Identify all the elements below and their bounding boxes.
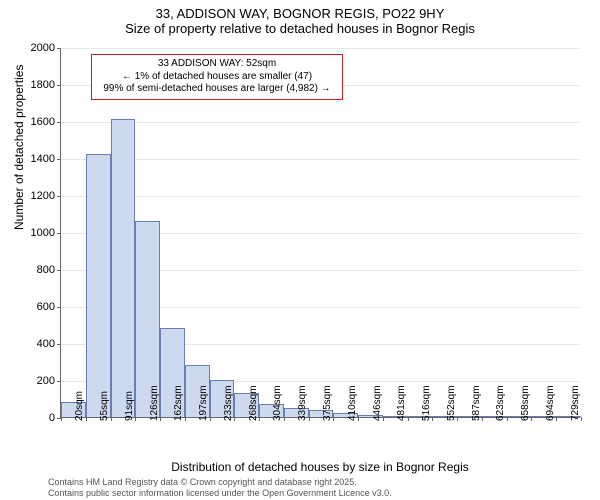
grid-line bbox=[61, 48, 580, 49]
ytick-label: 1400 bbox=[31, 153, 61, 165]
ytick-label: 1200 bbox=[31, 190, 61, 202]
xtick-label: 339sqm bbox=[297, 385, 308, 421]
xtick-label: 197sqm bbox=[198, 385, 209, 421]
xtick-label: 410sqm bbox=[347, 385, 358, 421]
xtick-mark bbox=[457, 417, 458, 421]
footer-line1: Contains HM Land Registry data © Crown c… bbox=[48, 477, 392, 487]
xtick-mark bbox=[358, 417, 359, 421]
xtick-mark bbox=[259, 417, 260, 421]
annotation-line3: 99% of semi-detached houses are larger (… bbox=[98, 83, 336, 96]
plot-area: 020040060080010001200140016001800200020s… bbox=[60, 48, 580, 418]
chart-container: 33, ADDISON WAY, BOGNOR REGIS, PO22 9HY … bbox=[0, 0, 600, 500]
xtick-label: 375sqm bbox=[322, 385, 333, 421]
footer-attribution: Contains HM Land Registry data © Crown c… bbox=[48, 477, 392, 498]
xtick-mark bbox=[507, 417, 508, 421]
ytick-label: 2000 bbox=[31, 42, 61, 54]
footer-line2: Contains public sector information licen… bbox=[48, 488, 392, 498]
xtick-mark bbox=[284, 417, 285, 421]
ytick-label: 600 bbox=[37, 301, 61, 313]
xtick-mark bbox=[531, 417, 532, 421]
xtick-mark bbox=[581, 417, 582, 421]
xtick-label: 55sqm bbox=[99, 391, 110, 421]
xtick-mark bbox=[111, 417, 112, 421]
xtick-mark bbox=[86, 417, 87, 421]
xtick-label: 552sqm bbox=[446, 385, 457, 421]
histogram-bar bbox=[86, 154, 111, 417]
xtick-mark bbox=[432, 417, 433, 421]
xtick-mark bbox=[333, 417, 334, 421]
xtick-mark bbox=[309, 417, 310, 421]
ytick-label: 200 bbox=[37, 375, 61, 387]
xtick-mark bbox=[408, 417, 409, 421]
xtick-label: 233sqm bbox=[223, 385, 234, 421]
annotation-line2: ← 1% of detached houses are smaller (47) bbox=[98, 71, 336, 84]
xtick-label: 658sqm bbox=[520, 385, 531, 421]
xtick-label: 126sqm bbox=[149, 385, 160, 421]
xtick-label: 162sqm bbox=[173, 385, 184, 421]
annotation-line1: 33 ADDISON WAY: 52sqm bbox=[98, 58, 336, 71]
grid-line bbox=[61, 122, 580, 123]
xtick-label: 304sqm bbox=[272, 385, 283, 421]
y-axis-label: Number of detached properties bbox=[12, 65, 26, 230]
ytick-label: 1800 bbox=[31, 79, 61, 91]
plot-box: 020040060080010001200140016001800200020s… bbox=[60, 48, 580, 418]
xtick-label: 91sqm bbox=[124, 391, 135, 421]
xtick-label: 623sqm bbox=[495, 385, 506, 421]
xtick-label: 729sqm bbox=[570, 385, 581, 421]
xtick-mark bbox=[135, 417, 136, 421]
xtick-mark bbox=[556, 417, 557, 421]
ytick-label: 0 bbox=[49, 412, 61, 424]
xtick-mark bbox=[482, 417, 483, 421]
grid-line bbox=[61, 159, 580, 160]
ytick-label: 400 bbox=[37, 338, 61, 350]
xtick-label: 481sqm bbox=[396, 385, 407, 421]
title-line2: Size of property relative to detached ho… bbox=[0, 21, 600, 36]
xtick-label: 268sqm bbox=[248, 385, 259, 421]
histogram-bar bbox=[111, 119, 136, 417]
ytick-label: 1600 bbox=[31, 116, 61, 128]
xtick-label: 446sqm bbox=[372, 385, 383, 421]
xtick-mark bbox=[61, 417, 62, 421]
xtick-mark bbox=[383, 417, 384, 421]
xtick-label: 20sqm bbox=[74, 391, 85, 421]
title-line1: 33, ADDISON WAY, BOGNOR REGIS, PO22 9HY bbox=[0, 6, 600, 21]
xtick-label: 694sqm bbox=[545, 385, 556, 421]
xtick-label: 516sqm bbox=[421, 385, 432, 421]
x-axis-label: Distribution of detached houses by size … bbox=[60, 460, 580, 474]
ytick-label: 800 bbox=[37, 264, 61, 276]
ytick-label: 1000 bbox=[31, 227, 61, 239]
xtick-mark bbox=[185, 417, 186, 421]
xtick-mark bbox=[234, 417, 235, 421]
xtick-mark bbox=[210, 417, 211, 421]
xtick-mark bbox=[160, 417, 161, 421]
title-block: 33, ADDISON WAY, BOGNOR REGIS, PO22 9HY … bbox=[0, 0, 600, 36]
grid-line bbox=[61, 196, 580, 197]
annotation-box: 33 ADDISON WAY: 52sqm ← 1% of detached h… bbox=[91, 54, 343, 100]
xtick-label: 587sqm bbox=[471, 385, 482, 421]
